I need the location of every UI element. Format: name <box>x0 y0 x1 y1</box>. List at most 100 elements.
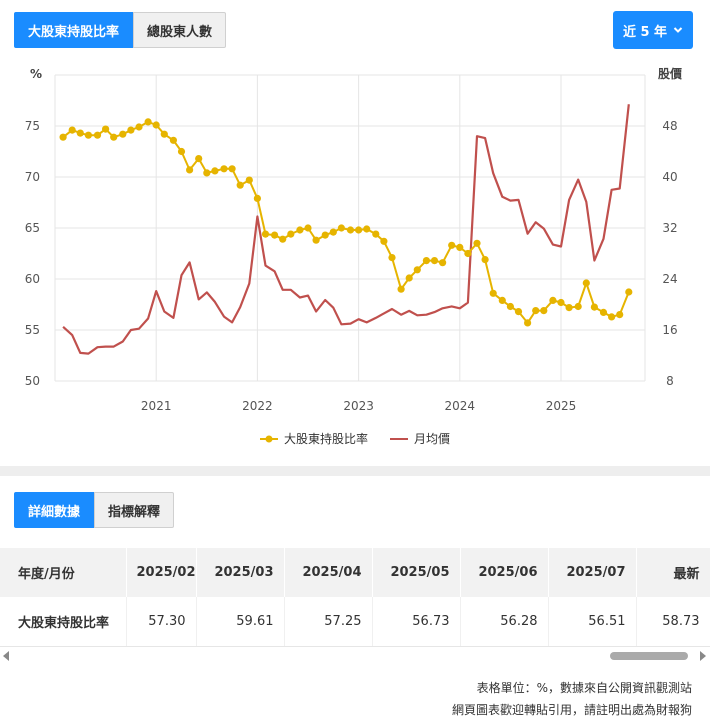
series-point-ratio <box>456 243 464 251</box>
series-point-ratio <box>346 226 355 234</box>
chart-legend: 大股東持股比率 月均價 <box>0 430 710 447</box>
period-select-button[interactable]: 近 5 年 <box>613 11 693 49</box>
y-right-axis-unit: 股價 <box>658 66 683 81</box>
y-right-tick-label: 16 <box>662 323 677 337</box>
y-right-tick-label: 8 <box>666 374 674 388</box>
series-point-ratio <box>599 308 608 316</box>
series-point-ratio <box>228 165 236 173</box>
series-point-ratio <box>177 147 186 156</box>
series-point-ratio <box>312 236 320 244</box>
scroll-right-icon[interactable] <box>700 651 706 661</box>
series-point-ratio <box>372 230 380 238</box>
series-point-ratio <box>549 296 557 304</box>
series-point-ratio <box>321 231 329 239</box>
series-point-ratio <box>532 307 540 315</box>
series-point-ratio <box>169 136 177 144</box>
column-header: 2025/02 <box>126 548 197 597</box>
table-header-row: 年度/月份 2025/02 2025/03 2025/04 2025/05 20… <box>0 548 710 597</box>
y-right-tick-label: 32 <box>662 221 677 235</box>
tab-detailed-data[interactable]: 詳細數據 <box>14 492 95 528</box>
y-left-tick-label: 70 <box>25 170 40 184</box>
series-point-ratio <box>397 285 405 293</box>
period-select-label: 近 5 年 <box>622 24 668 40</box>
series-point-ratio <box>625 288 633 296</box>
data-table-container[interactable]: 年度/月份 2025/02 2025/03 2025/04 2025/05 20… <box>0 548 710 647</box>
table-cell: 59.61 <box>196 597 285 647</box>
series-point-ratio <box>590 303 599 311</box>
series-point-ratio <box>245 176 253 184</box>
y-right-tick-label: 48 <box>662 119 677 133</box>
table-unit-note: 表格單位：%，數據來自公開資訊觀測站 <box>476 681 692 695</box>
horizontal-scrollbar[interactable] <box>0 650 710 662</box>
table-cell: 56.51 <box>548 597 637 647</box>
series-point-ratio <box>135 123 143 131</box>
series-point-ratio <box>388 254 396 262</box>
table-cell: 56.28 <box>460 597 549 647</box>
chart-plot <box>59 104 633 355</box>
table-row: 大股東持股比率 57.30 59.61 57.25 56.73 56.28 56… <box>0 597 710 647</box>
row-label: 大股東持股比率 <box>0 597 127 647</box>
tab-indicator-explanation[interactable]: 指標解釋 <box>94 492 175 528</box>
y-left-tick-label: 60 <box>25 272 40 286</box>
legend-price-label: 月均價 <box>414 432 451 446</box>
detail-tabs: 詳細數據 指標解釋 <box>14 492 175 528</box>
scrollbar-thumb[interactable] <box>610 652 688 660</box>
series-point-ratio <box>489 289 497 297</box>
series-point-ratio <box>261 230 270 238</box>
series-point-ratio <box>355 226 363 234</box>
series-point-ratio <box>616 311 624 319</box>
series-point-ratio <box>540 307 548 315</box>
series-point-ratio <box>608 313 616 321</box>
series-point-ratio <box>464 249 472 258</box>
y-left-tick-label: 75 <box>25 119 40 133</box>
x-tick-label: 2024 <box>445 399 476 413</box>
series-point-ratio <box>422 257 430 265</box>
series-point-ratio <box>119 130 127 138</box>
attribution-note: 網頁圖表歡迎轉貼引用，請註明出處為財報狗 <box>451 703 692 717</box>
series-point-ratio <box>329 228 337 236</box>
legend-item-ratio[interactable]: 大股東持股比率 <box>259 430 368 447</box>
tab-total-shareholders[interactable]: 總股東人數 <box>133 12 227 48</box>
series-point-ratio <box>296 226 304 234</box>
series-point-ratio <box>186 166 194 174</box>
x-tick-label: 2022 <box>242 399 273 413</box>
series-point-ratio <box>76 129 84 137</box>
y-right-tick-label: 40 <box>662 170 677 184</box>
series-point-ratio <box>413 266 421 274</box>
series-point-ratio <box>565 304 573 312</box>
chevron-down-icon <box>673 27 683 33</box>
series-point-ratio <box>574 302 582 311</box>
series-point-ratio <box>481 256 489 264</box>
legend-price-marker-icon <box>390 437 408 440</box>
column-header: 最新 <box>636 548 710 597</box>
series-point-ratio <box>524 319 532 327</box>
series-point-ratio <box>110 133 118 141</box>
series-point-ratio <box>195 155 203 163</box>
series-line-price <box>62 104 630 355</box>
series-point-ratio <box>506 302 514 311</box>
legend-ratio-label: 大股東持股比率 <box>283 432 368 446</box>
x-tick-label: 2023 <box>343 399 374 413</box>
column-header: 2025/06 <box>460 548 549 597</box>
column-header: 2025/07 <box>548 548 637 597</box>
series-point-ratio <box>152 121 160 129</box>
series-point-ratio <box>448 241 456 249</box>
data-table: 年度/月份 2025/02 2025/03 2025/04 2025/05 20… <box>0 548 710 647</box>
series-point-ratio <box>498 296 506 304</box>
legend-ratio-marker-icon <box>259 435 278 442</box>
series-point-ratio <box>473 239 481 247</box>
series-point-ratio <box>160 130 168 138</box>
scroll-left-icon[interactable] <box>3 651 9 661</box>
y-left-tick-label: 55 <box>25 323 40 337</box>
series-point-ratio <box>287 230 295 238</box>
tab-major-shareholder-ratio[interactable]: 大股東持股比率 <box>14 12 134 48</box>
series-point-ratio <box>337 224 345 232</box>
x-tick-label: 2025 <box>546 399 577 413</box>
series-point-ratio <box>203 169 211 177</box>
legend-item-price[interactable]: 月均價 <box>390 430 450 447</box>
series-point-ratio <box>557 298 565 307</box>
series-point-ratio <box>144 118 152 126</box>
column-header: 2025/05 <box>372 548 461 597</box>
series-point-ratio <box>102 125 110 133</box>
series-point-ratio <box>220 165 228 173</box>
